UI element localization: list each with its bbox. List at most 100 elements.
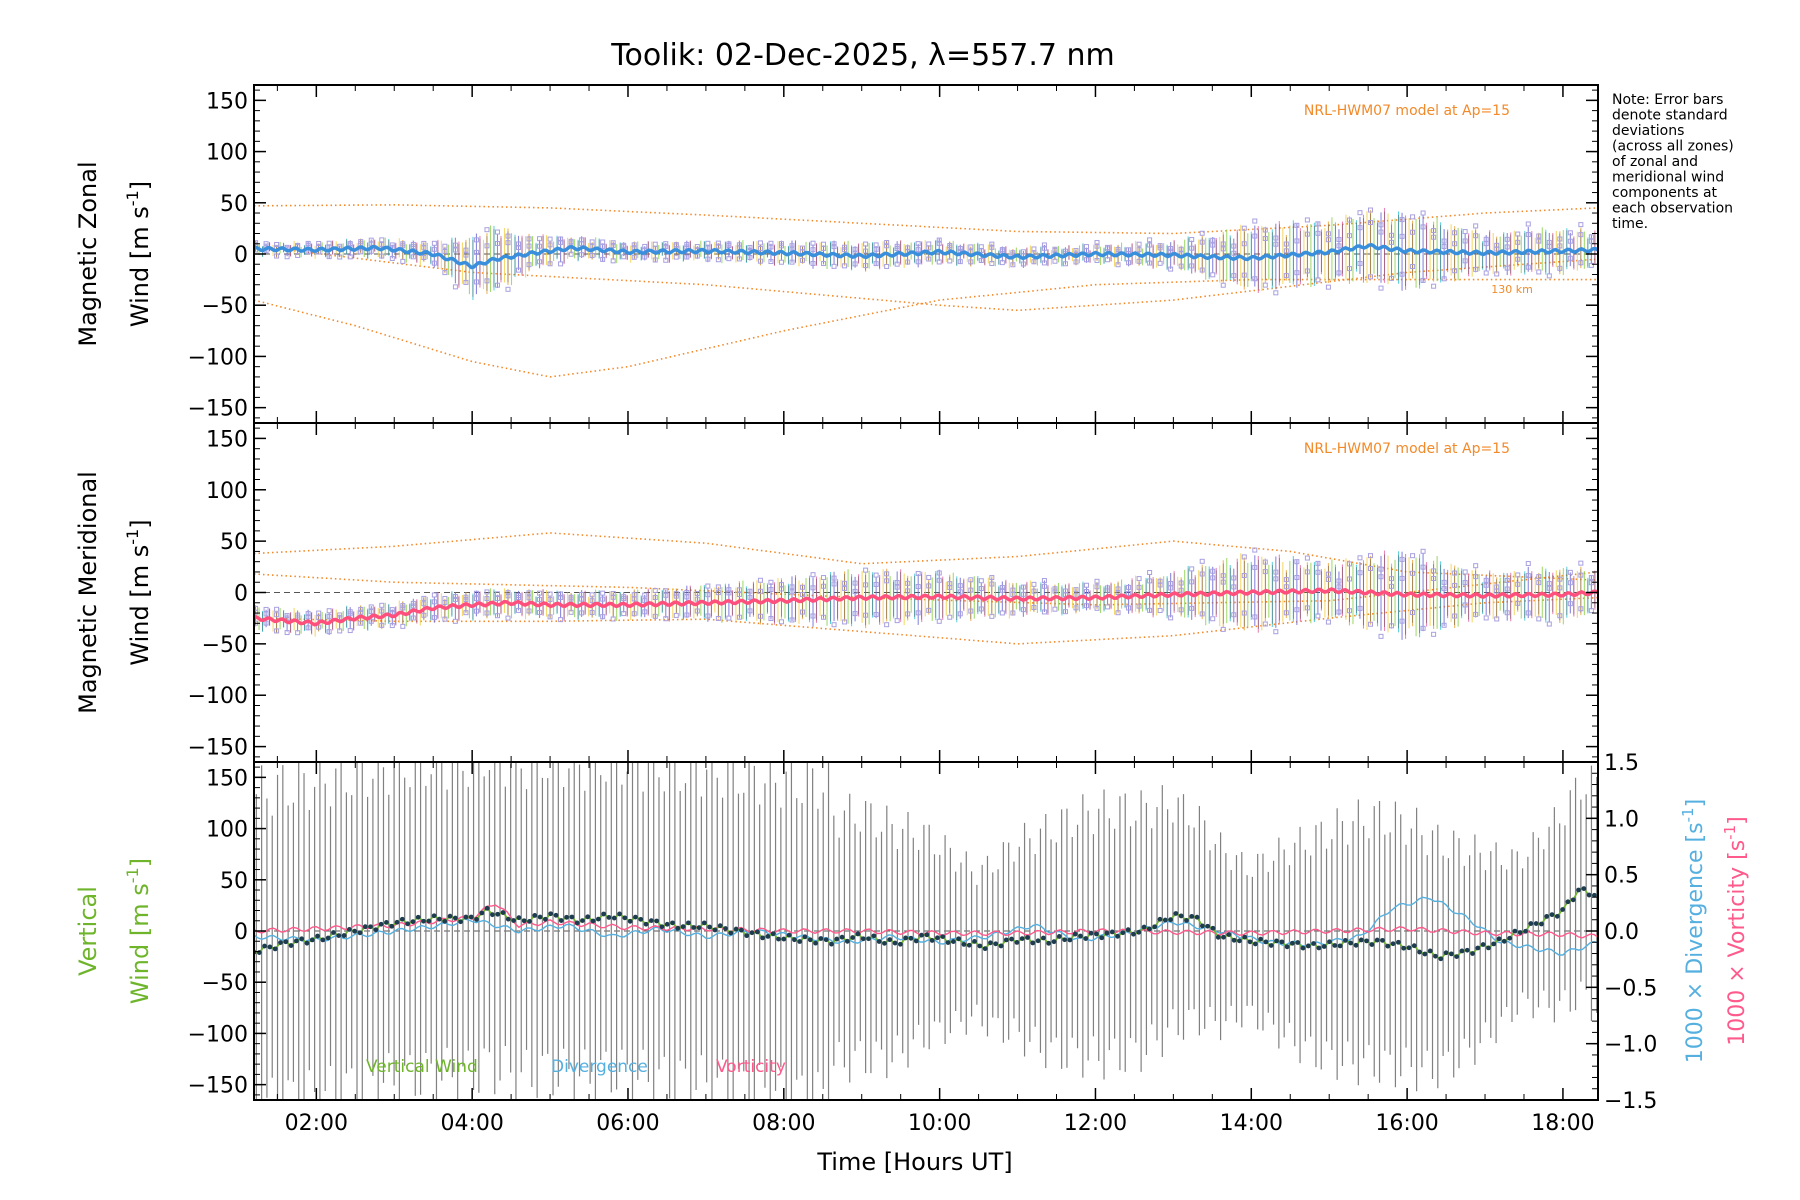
scatter-point bbox=[1504, 236, 1510, 242]
scatter-point bbox=[1515, 600, 1521, 606]
vertical-wind-point bbox=[442, 918, 448, 924]
y-tick-label: 0 bbox=[234, 582, 248, 607]
scatter-point bbox=[1431, 234, 1437, 240]
vertical-wind-point bbox=[643, 921, 649, 927]
scatter-point bbox=[526, 236, 532, 242]
scatter-point bbox=[1020, 607, 1026, 613]
scatter-point bbox=[1315, 569, 1321, 575]
scatter-point bbox=[1525, 232, 1531, 238]
vertical-wind-point bbox=[479, 910, 485, 916]
scatter-point bbox=[1231, 612, 1237, 618]
scatter-point bbox=[705, 256, 711, 262]
vertical-wind-point bbox=[368, 924, 373, 930]
scatter-point bbox=[526, 608, 532, 614]
scatter-point bbox=[663, 243, 669, 249]
scatter-point bbox=[863, 582, 869, 588]
scatter-point bbox=[1147, 607, 1153, 613]
scatter-point bbox=[642, 609, 648, 615]
scatter-point bbox=[452, 618, 458, 624]
scatter-point bbox=[1462, 238, 1468, 244]
scatter-point bbox=[1210, 242, 1216, 248]
vertical-wind-point bbox=[1146, 926, 1152, 932]
scatter-point bbox=[852, 611, 858, 617]
vertical-wind-point bbox=[908, 935, 914, 941]
scatter-point bbox=[863, 567, 869, 573]
vertical-wind-point bbox=[490, 912, 495, 918]
scatter-point bbox=[1136, 258, 1142, 264]
scatter-point bbox=[610, 616, 616, 622]
scatter-point bbox=[621, 596, 627, 602]
scatter-point bbox=[1452, 570, 1458, 576]
vertical-wind-point bbox=[569, 914, 575, 920]
vertical-wind-point bbox=[792, 937, 797, 943]
scatter-point bbox=[673, 254, 679, 260]
vertical-wind-point bbox=[1592, 892, 1597, 898]
scatter-point bbox=[1336, 609, 1342, 615]
vertical-wind-point bbox=[309, 937, 315, 943]
vertical-wind-point bbox=[823, 937, 829, 943]
vertical-wind-point bbox=[452, 915, 458, 921]
scatter-point bbox=[1483, 577, 1489, 583]
vertical-wind-point bbox=[1173, 911, 1179, 916]
scatter-point bbox=[1147, 260, 1153, 266]
vertical-wind-point bbox=[1205, 923, 1211, 929]
x-tick-label: 06:00 bbox=[596, 1111, 659, 1136]
scatter-point bbox=[884, 263, 890, 269]
vertical-wind-point bbox=[1274, 938, 1279, 944]
note-line: denote standard bbox=[1612, 108, 1728, 124]
vertical-wind-point bbox=[1395, 939, 1401, 945]
vertical-wind-point bbox=[325, 935, 331, 941]
vertical-wind-point bbox=[1104, 930, 1110, 936]
scatter-point bbox=[1410, 214, 1416, 220]
scatter-point bbox=[558, 261, 564, 267]
scatter-point bbox=[747, 588, 753, 594]
vertical-wind-point bbox=[871, 933, 877, 939]
scatter-point bbox=[884, 571, 890, 577]
scatter-point bbox=[694, 244, 700, 250]
scatter-point bbox=[1473, 611, 1479, 617]
y-tick-label: 50 bbox=[220, 192, 248, 217]
vertical-wind-point bbox=[1512, 928, 1518, 934]
scatter-point bbox=[389, 609, 395, 615]
vertical-wind-point bbox=[1279, 939, 1285, 945]
scatter-point bbox=[305, 614, 311, 620]
vertical-wind-point bbox=[1321, 944, 1327, 949]
vertical-wind-point bbox=[1570, 897, 1576, 903]
scatter-point bbox=[1557, 585, 1563, 591]
scatter-point bbox=[1557, 613, 1563, 619]
vertical-wind-point bbox=[1523, 928, 1528, 934]
scatter-point bbox=[263, 620, 269, 626]
scatter-point bbox=[757, 588, 763, 594]
vertical-wind-point bbox=[664, 921, 670, 927]
scatter-point bbox=[1062, 609, 1068, 615]
vertical-wind-point bbox=[754, 929, 760, 935]
scatter-point bbox=[715, 257, 721, 263]
vertical-wind-point bbox=[770, 931, 776, 937]
note-line: components at bbox=[1612, 185, 1718, 201]
vertical-wind-point bbox=[394, 919, 400, 925]
scatter-point bbox=[831, 581, 837, 587]
vertical-wind-point bbox=[1369, 942, 1375, 947]
scatter-point bbox=[1010, 610, 1016, 616]
vertical-wind-point bbox=[1486, 945, 1491, 951]
scatter-point bbox=[1399, 217, 1405, 223]
scatter-point bbox=[1346, 576, 1352, 582]
y-tick-label: −50 bbox=[202, 971, 248, 996]
vertical-wind-point bbox=[707, 924, 713, 930]
vertical-wind-point bbox=[733, 926, 739, 932]
scatter-point bbox=[358, 606, 364, 612]
scatter-point bbox=[1567, 569, 1573, 575]
vertical-wind-point bbox=[1380, 937, 1385, 943]
scatter-point bbox=[1389, 239, 1395, 245]
vertical-wind-point bbox=[829, 941, 834, 947]
scatter-point bbox=[1136, 584, 1142, 590]
scatter-point bbox=[810, 240, 816, 246]
scatter-point bbox=[631, 611, 637, 617]
vertical-wind-point bbox=[1374, 937, 1380, 943]
vertical-wind-point bbox=[786, 932, 792, 938]
scatter-point bbox=[1431, 568, 1437, 574]
vertical-wind-point bbox=[447, 913, 453, 919]
model-curve-lower bbox=[254, 278, 1598, 378]
vertical-wind-point bbox=[1316, 945, 1322, 951]
scatter-point bbox=[915, 570, 921, 576]
